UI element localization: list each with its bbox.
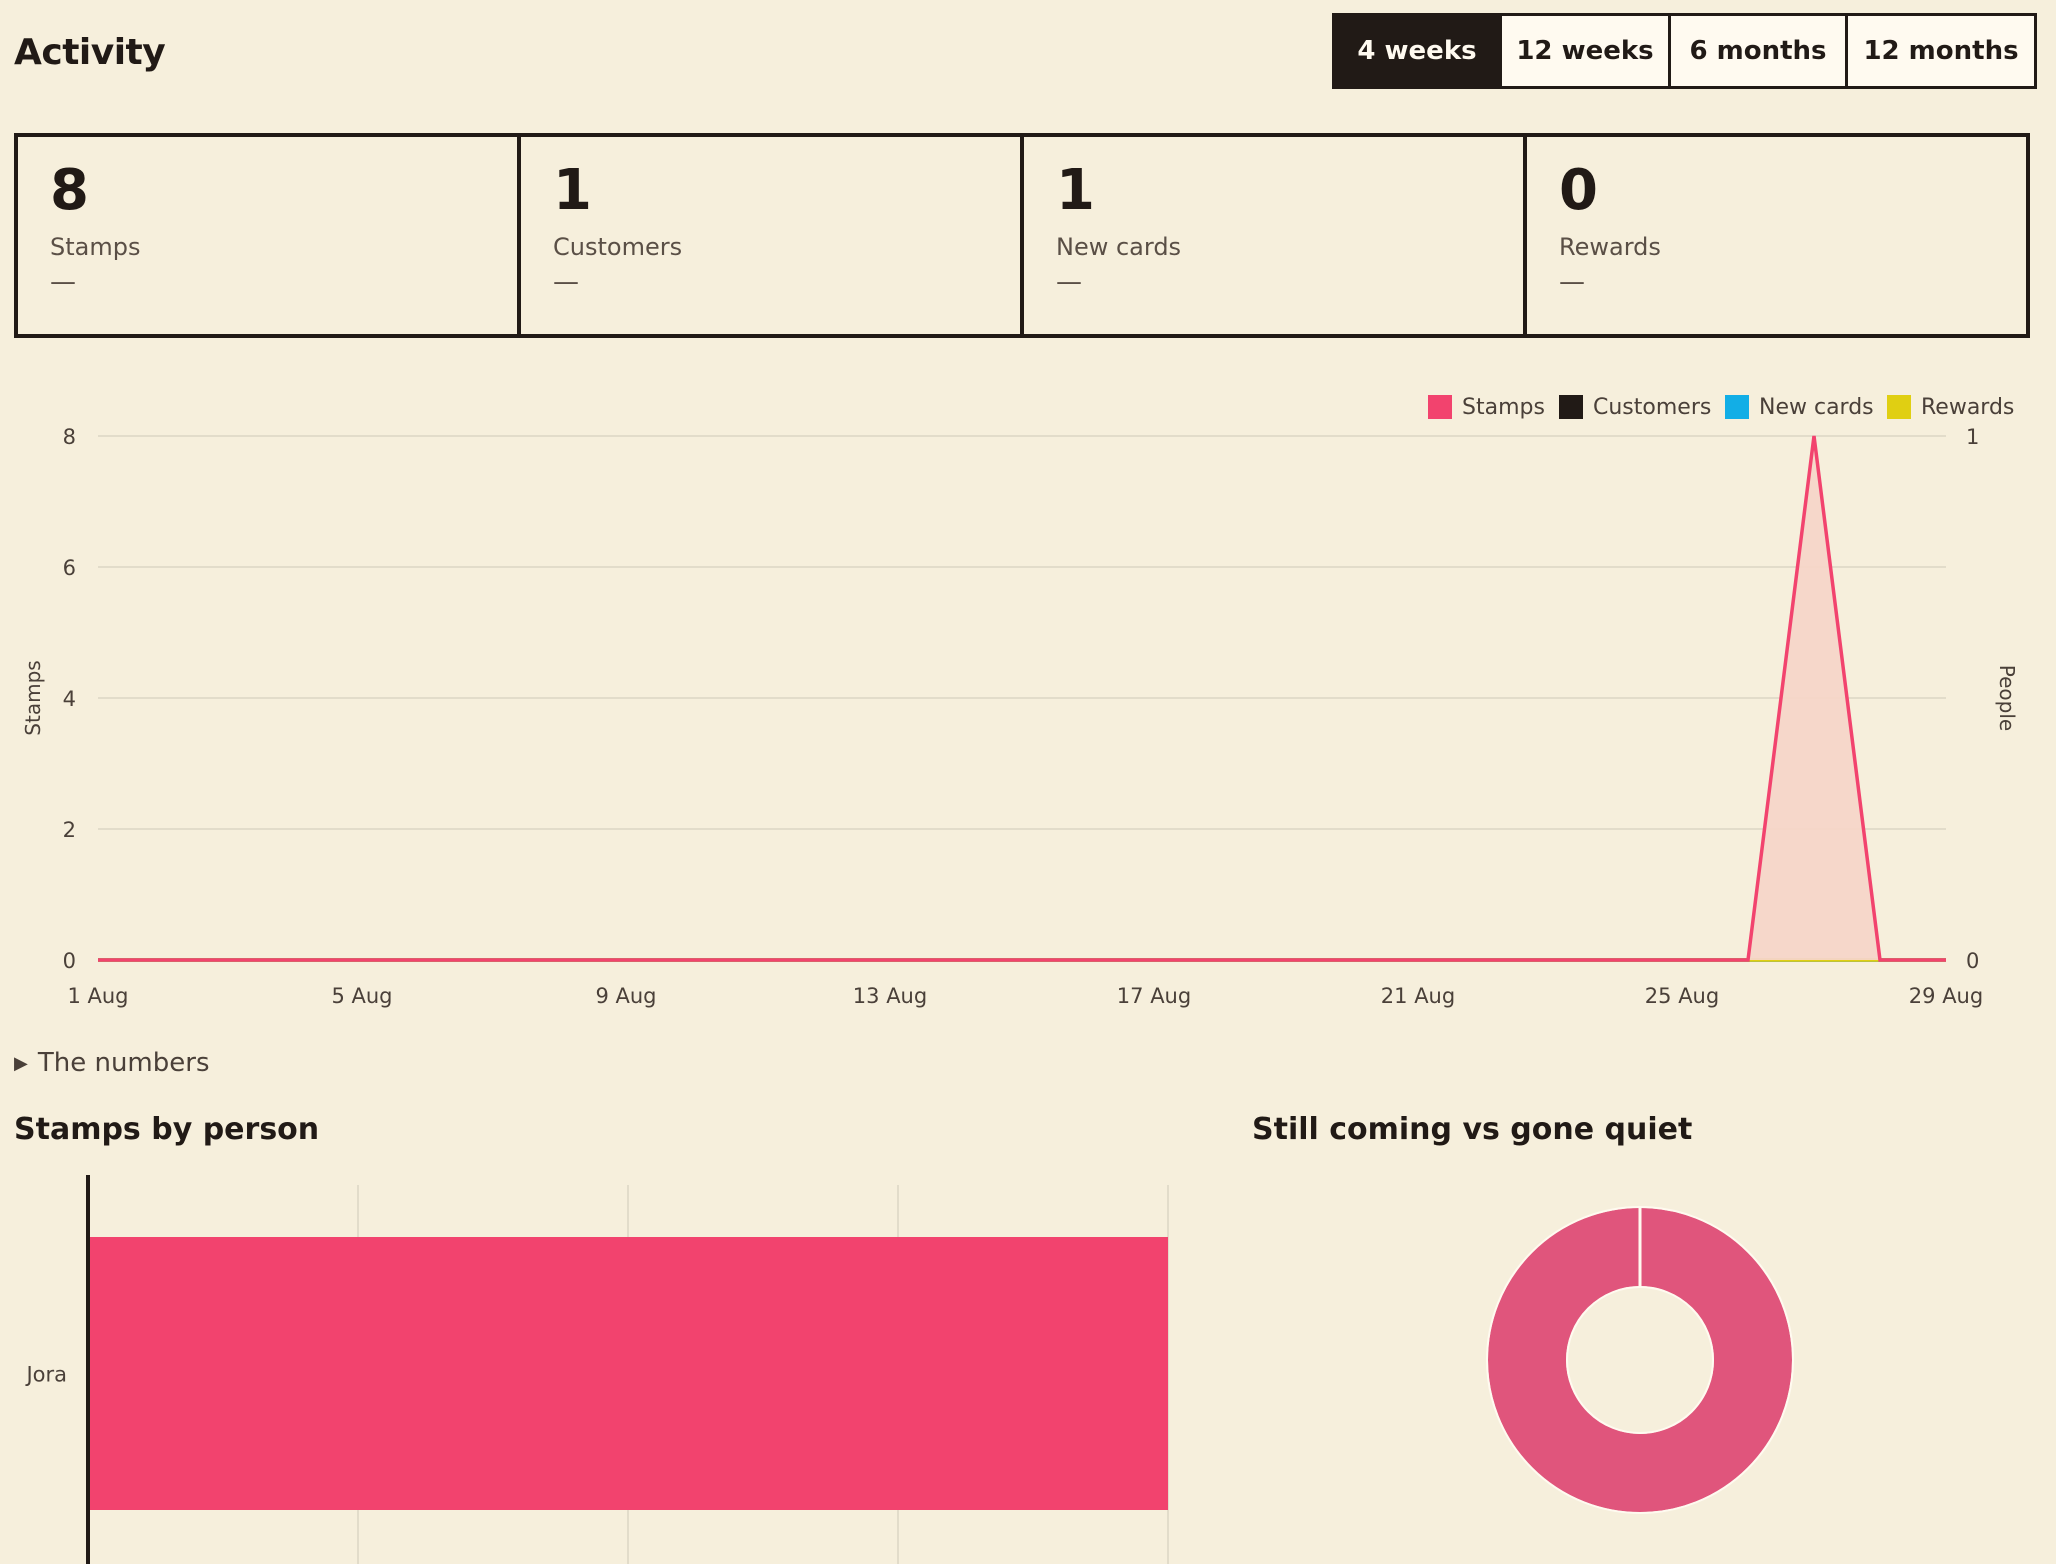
stat-label: New cards: [1056, 233, 1182, 261]
stamps-legend-swatch: [1428, 395, 1452, 419]
x-tick-label: 1 Aug: [67, 984, 128, 1008]
stat-delta: —: [1559, 267, 1585, 297]
rewards-legend-label: Rewards: [1921, 395, 2014, 420]
x-tick-label: 29 Aug: [1909, 984, 1983, 1008]
page-title: Activity: [14, 32, 166, 73]
range-12-months-button[interactable]: 12 months: [1845, 16, 2034, 86]
donut-inner-edge: [1566, 1286, 1714, 1434]
new-cards-legend-label: New cards: [1759, 395, 1874, 420]
y-axis-label: Stamps: [21, 660, 45, 735]
y-tick-label: 8: [63, 425, 76, 449]
stat-stamps: 8 Stamps —: [18, 137, 517, 334]
x-tick-label: 25 Aug: [1645, 984, 1719, 1008]
stat-rewards: 0 Rewards —: [1523, 137, 2026, 334]
range-4-weeks-button[interactable]: 4 weeks: [1335, 16, 1499, 86]
stat-value: 1: [1056, 158, 1095, 223]
y2-tick-label: 0: [1966, 949, 1979, 973]
y-tick-label: 6: [63, 556, 76, 580]
stat-label: Rewards: [1559, 233, 1661, 261]
y2-tick-label: 1: [1966, 425, 1979, 449]
range-12-weeks-button[interactable]: 12 weeks: [1499, 16, 1668, 86]
disclosure-triangle-icon: ▶: [14, 1052, 28, 1074]
stat-delta: —: [50, 267, 76, 297]
new-cards-legend-swatch: [1725, 395, 1749, 419]
stat-value: 0: [1559, 158, 1598, 223]
person-bar: [88, 1237, 1168, 1510]
stat-customers: 1 Customers —: [517, 137, 1020, 334]
y2-axis-label: People: [1995, 665, 2019, 731]
y-tick-label: 0: [63, 949, 76, 973]
the-numbers-toggle[interactable]: ▶ The numbers: [14, 1048, 209, 1078]
range-6-months-button[interactable]: 6 months: [1668, 16, 1845, 86]
y-tick-label: 2: [63, 818, 76, 842]
stat-delta: —: [553, 267, 579, 297]
customers-legend-label: Customers: [1593, 395, 1711, 420]
stat-value: 1: [553, 158, 592, 223]
retention-title: Still coming vs gone quiet: [1252, 1112, 1693, 1147]
customers-legend-swatch: [1559, 395, 1583, 419]
range-selector: 4 weeks 12 weeks 6 months 12 months: [1332, 13, 2037, 89]
x-tick-label: 21 Aug: [1381, 984, 1455, 1008]
x-tick-label: 13 Aug: [853, 984, 927, 1008]
stamps-legend-label: Stamps: [1462, 395, 1545, 420]
stat-label: Stamps: [50, 233, 141, 261]
stamps-series-line: [98, 435, 1946, 962]
x-tick-label: 17 Aug: [1117, 984, 1191, 1008]
x-tick-label: 9 Aug: [595, 984, 656, 1008]
person-label: Jora: [24, 1363, 67, 1387]
stamps-area: [98, 436, 1946, 960]
retention-donut-chart: [1486, 1206, 1794, 1514]
x-tick-label: 5 Aug: [331, 984, 392, 1008]
y-tick-label: 4: [63, 687, 76, 711]
stat-label: Customers: [553, 233, 683, 261]
activity-chart: 0 2 4 6 8 0 1 1 Aug 5 Aug 9 Aug 13 Aug 17 Aug 21 Aug…: [21, 395, 2019, 1008]
stamps-by-person-chart: Jora: [24, 1175, 1169, 1564]
stat-new-cards: 1 New cards —: [1020, 137, 1523, 334]
stamps-by-person-title: Stamps by person: [14, 1112, 320, 1147]
donut-outer-edge: [1486, 1206, 1794, 1514]
stat-delta: —: [1056, 267, 1082, 297]
stat-value: 8: [50, 158, 89, 223]
rewards-legend-swatch: [1887, 395, 1911, 419]
the-numbers-label: The numbers: [37, 1048, 210, 1078]
stats-summary: 8 Stamps — 1 Customers — 1 New cards — 0…: [14, 133, 2030, 338]
